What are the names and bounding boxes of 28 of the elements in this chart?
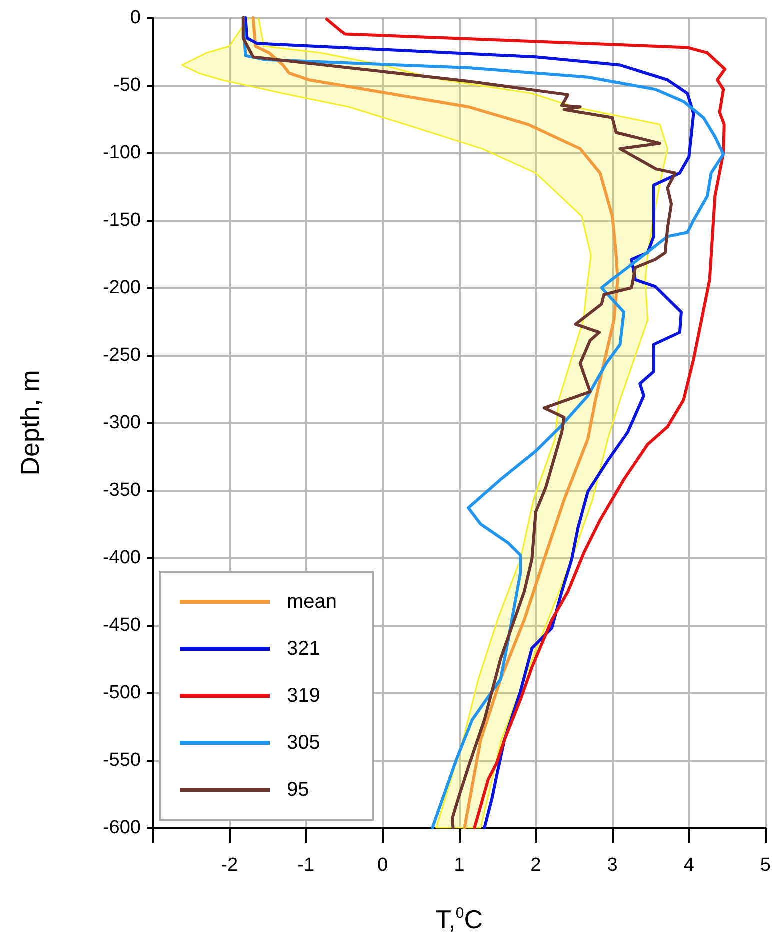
y-tick-label: -350	[102, 480, 141, 501]
line-series	[252, 16, 620, 830]
legend-label: 305	[287, 732, 320, 754]
x-tick-label: 4	[684, 855, 695, 876]
x-tick-label: 5	[760, 855, 772, 876]
y-tick-label: -200	[102, 278, 141, 298]
x-tick-label: 1	[454, 855, 465, 876]
legend-label: 319	[287, 685, 320, 707]
x-tick-label: -2	[221, 855, 238, 876]
x-tick-label: 0	[377, 855, 388, 876]
y-tick-label: -300	[102, 412, 141, 434]
x-tick-label: 3	[607, 855, 618, 876]
y-tick-label: -500	[102, 682, 141, 704]
legend-label: 95	[287, 779, 310, 801]
y-tick-label: -100	[102, 142, 141, 164]
x-tick-label: 2	[530, 855, 542, 876]
y-tick-label: -600	[102, 818, 141, 838]
y-tick-label: -250	[102, 345, 141, 366]
y-tick-label: 0	[130, 8, 141, 28]
x-tick-label: -1	[298, 855, 315, 876]
y-tick-label: -550	[102, 750, 141, 771]
y-tick-label: -400	[102, 548, 141, 568]
y-tick-label: -450	[102, 615, 141, 636]
y-tick-label: -50	[114, 75, 141, 96]
y-tick-label: -150	[102, 210, 141, 231]
y-axis-title: Depth, m	[15, 370, 45, 476]
legend-label: 321	[287, 638, 320, 660]
legend-label: mean	[287, 591, 338, 613]
